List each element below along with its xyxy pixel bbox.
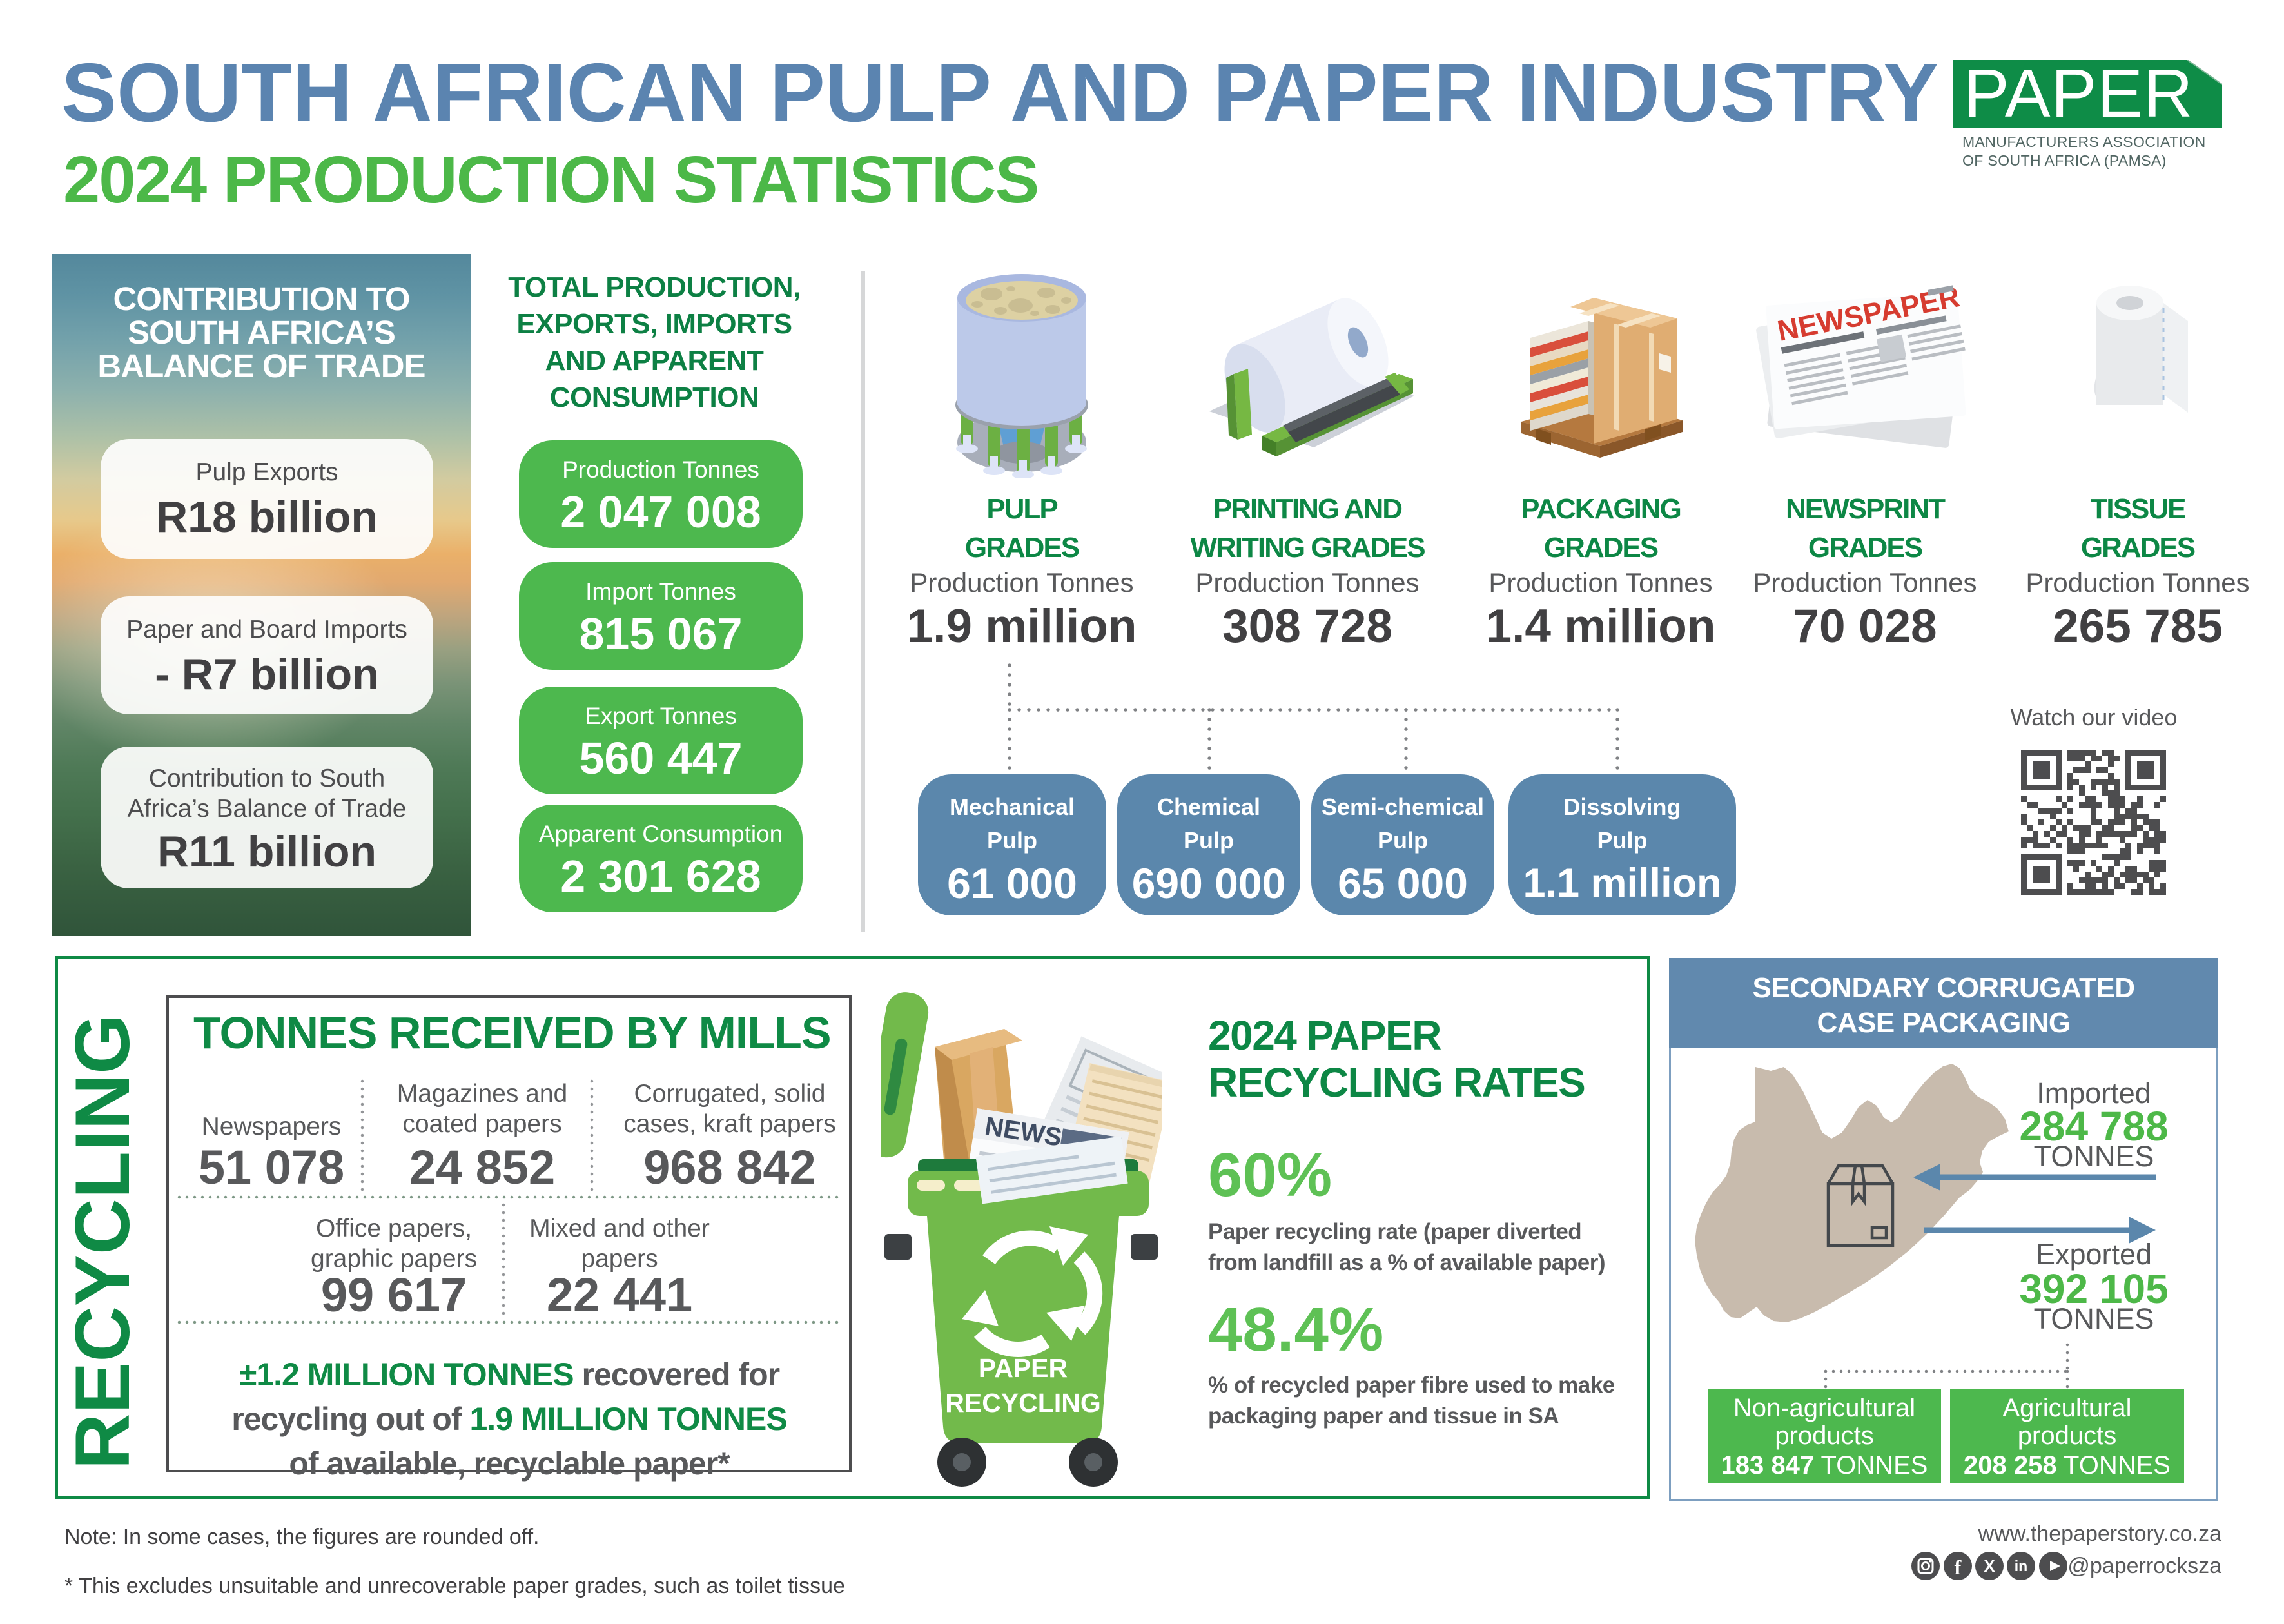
svg-text:PAPER: PAPER [979, 1353, 1068, 1383]
svg-text:X: X [1984, 1556, 1995, 1576]
svg-text:f: f [1955, 1556, 1962, 1579]
svg-text:in: in [2015, 1558, 2027, 1574]
svg-text:RECYCLING: RECYCLING [945, 1388, 1100, 1418]
